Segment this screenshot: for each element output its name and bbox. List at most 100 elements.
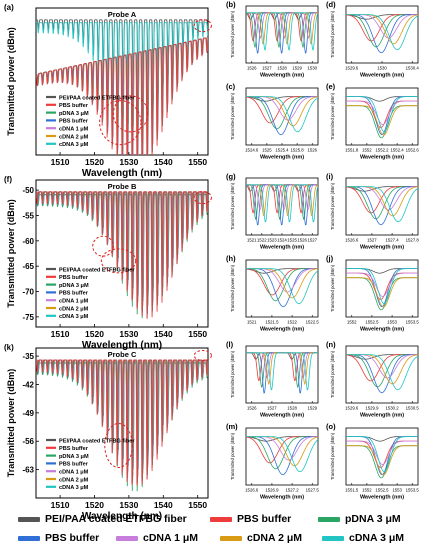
main-legend-label: PBS buffer [59,462,89,468]
x-tick-label: 1530 [119,500,138,510]
legend-label-pbs2: PBS buffer [45,532,100,544]
sub-panel-label: (i) [326,172,334,181]
main-legend: PEI/PAA coated ETFBG fiber PBS buffer pDNA… [46,95,135,148]
y-tick-label: -55 [22,211,34,220]
sub-y-axis-label: Transmitted power (dBm) [330,350,335,398]
sub-spectra-group [346,436,418,479]
highlight-ellipse [193,191,212,205]
main-legend-label: cDNA 3 μM [59,142,89,148]
sub-x-axis-label: Wavelength (nm) [360,327,404,333]
highlight-ellipse [100,248,137,274]
sub-series-line-3 [346,186,418,226]
main-legend-label: cDNA 1 μM [59,299,89,305]
spectra-group [36,19,208,155]
x-tick-label: 1520 [85,329,104,339]
main-panel-1: (f) Probe B 1510 1520 1530 1540 1550 -50 -55 -60 -… [4,175,212,351]
sub-x-tick-label: 1528 [287,406,297,411]
sub-x-tick-label: 1522.5 [306,320,320,325]
sub-panel-0-3: (e) 1551.8 1552 1552.2 1552.4 1552.6Wavelengt… [326,82,419,161]
sub-plot-frame [245,259,319,318]
sub-x-tick-label: 1529.6 [345,406,359,411]
sub-series-line-2 [246,436,318,470]
sub-x-tick-label: 1527.5 [306,488,320,493]
legend-item-pbs1: PBS buffer [210,513,291,525]
y-tick-label: -65 [22,262,34,271]
sub-panel-label: (c) [226,82,236,91]
sub-spectra-group [246,96,318,136]
sub-x-tick-label: 1529.6 [345,66,359,71]
sub-series-line-5 [346,354,418,385]
sub-panel-0-2: (c) 1524.6 1525 1525.4 1525.8 1526Wavelength … [226,82,319,161]
sub-x-tick-label: 1527.2 [286,488,300,493]
sub-spectra-group [346,14,418,54]
sub-y-axis-label: Transmitted power (dBm) [230,264,235,312]
series-line-1 [36,37,208,155]
y-tick-label: -49 [22,409,34,418]
sub-series-line-3 [246,12,318,54]
sub-series-line-1 [246,96,318,124]
sub-series-line-1 [346,100,418,128]
sub-spectra-group [346,268,418,311]
sub-series-line-0 [346,268,418,274]
legend-label-cdna1: cDNA 1 μM [143,532,199,544]
sub-series-line-3 [246,436,318,475]
sub-x-axis-label: Wavelength (nm) [360,73,404,79]
sub-x-tick-label: 1526.9 [265,488,279,493]
sub-series-line-6 [346,96,418,133]
highlight-ellipse [104,423,133,468]
main-legend-label: PBS buffer [59,275,89,281]
main-plot-frame [35,179,209,328]
sub-series-line-4 [346,440,418,466]
legend-label-cdna2: cDNA 2 μM [247,532,303,544]
sub-x-tick-label: 1522 [287,320,297,325]
sub-x-tick-label: 1523 [267,238,277,243]
sub-series-line-2 [346,445,418,479]
panel-label: (k) [4,343,14,352]
sub-x-axis-label: Wavelength (nm) [360,245,404,251]
sub-y-axis-label: Transmitted power (dBm) [230,432,235,480]
sub-x-tick-label: 1521 [247,320,257,325]
sub-spectra-group [346,96,418,139]
sub-series-line-3 [346,14,418,54]
sub-x-axis-label: Wavelength (nm) [360,413,404,419]
sub-x-tick-label: 1553 [392,488,402,493]
main-legend-label: PBS buffer [59,119,89,125]
sub-y-axis-label: Transmitted power (dBm) [230,10,235,58]
x-tick-label: 1540 [154,157,173,167]
spectra-group [36,359,208,492]
sub-x-tick-label: 1526.6 [345,238,359,243]
legend-item-cdna1: cDNA 1 μM [116,532,198,544]
sub-x-tick-label: 1551.5 [345,488,359,493]
sub-y-axis-label: Transmitted power (dBm) [230,92,235,140]
sub-spectra-group [246,12,318,54]
sub-series-line-5 [346,105,418,136]
sub-x-tick-label: 1552.5 [365,320,379,325]
sub-x-tick-label: 1530.5 [406,406,420,411]
sub-series-line-5 [346,277,418,308]
sub-x-tick-label: 1521 [247,238,257,243]
sub-x-tick-label: 1527 [367,238,377,243]
sub-series-line-5 [246,12,318,45]
x-axis-label: Wavelength (nm) [82,340,162,351]
panel-label: (f) [4,175,12,184]
figure-legend: PEI/PAA coated ETFBG fiber PBS buffer pD… [10,513,420,549]
main-legend-label: PEI/PAA coated ETFBG fiber [59,438,135,444]
sub-x-axis-label: Wavelength (nm) [260,245,304,251]
sub-y-axis-label: Transmitted power (dBm) [330,432,335,480]
sub-x-tick-label: 1521.5 [265,320,279,325]
sub-x-axis-label: Wavelength (nm) [260,73,304,79]
sub-x-tick-label: 1526 [297,238,307,243]
legend-swatch-pdna [318,516,340,522]
sub-series-line-2 [246,96,318,130]
sub-series-line-6 [246,96,318,133]
y-tick-label: -70 [22,288,34,297]
probe-title: Probe A [108,10,137,19]
sub-y-axis-label: Transmitted power (dBm) [330,92,335,140]
highlight-ellipse [92,235,114,257]
